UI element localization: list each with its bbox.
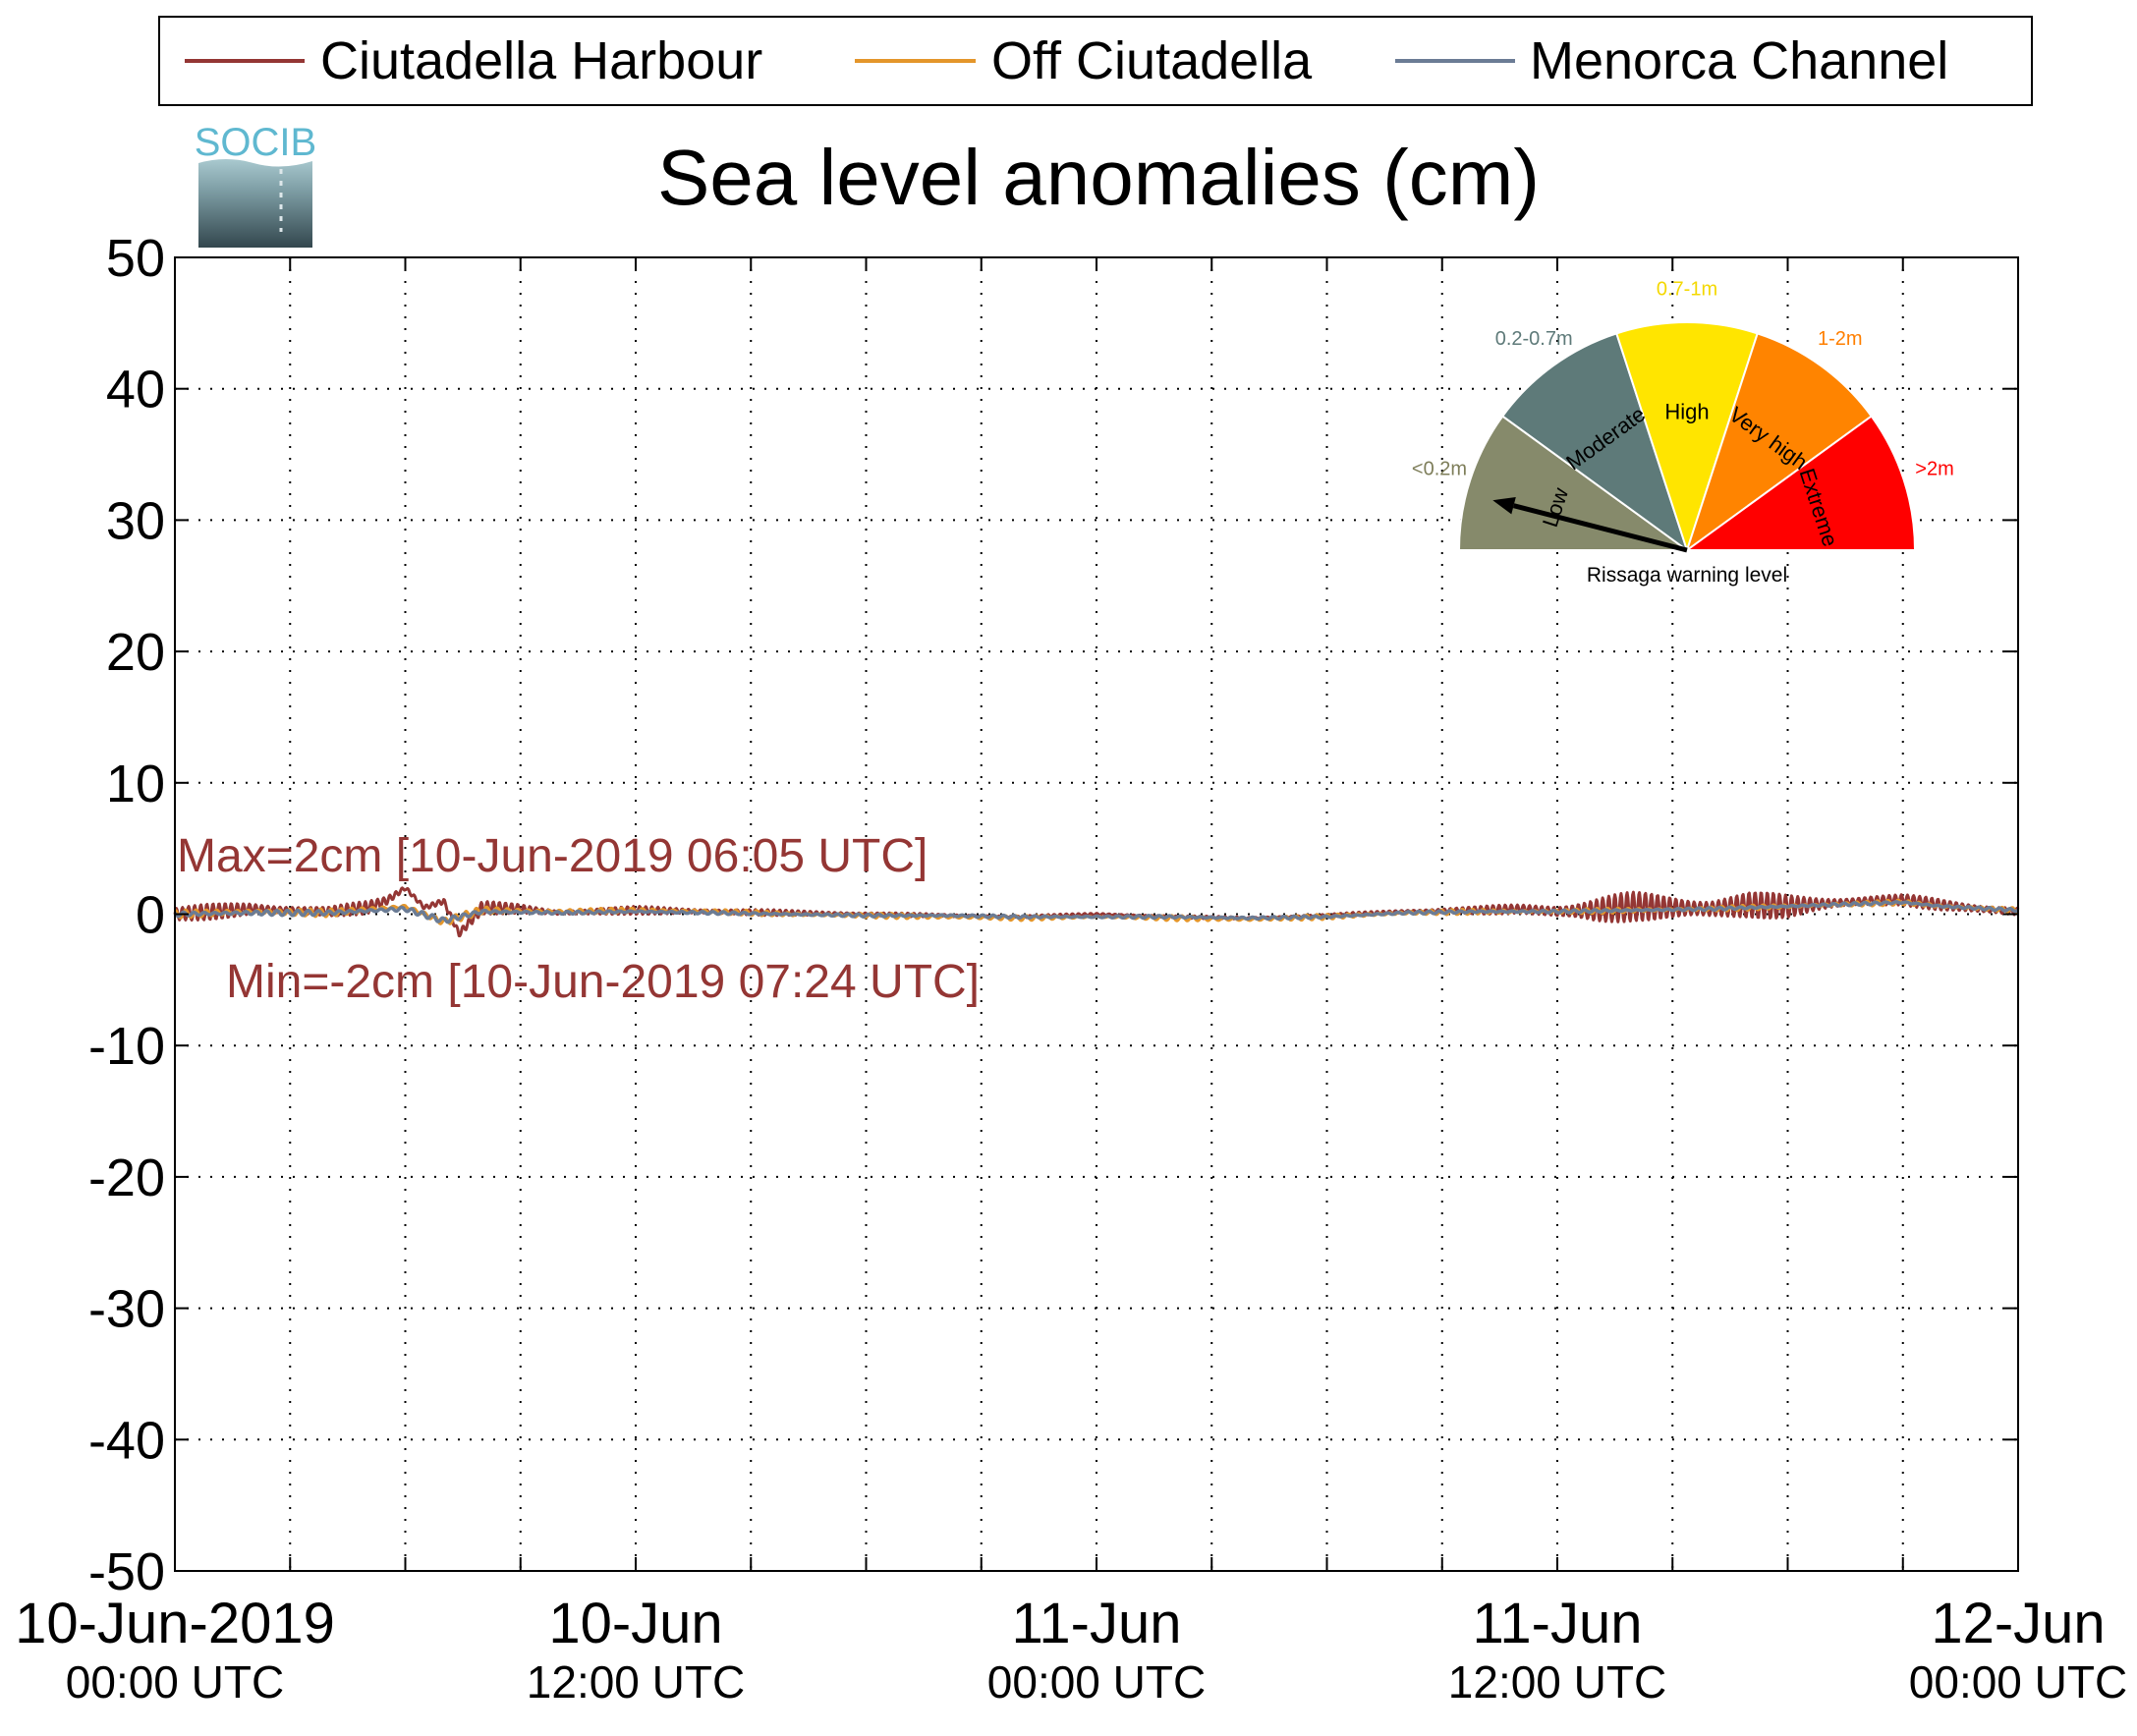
y-tick-labels: -50 -40 -30 -20 -10 0 10 20 30 40 50 bbox=[88, 229, 165, 1601]
gauge-segments bbox=[1457, 321, 1917, 554]
x-tick-label-date: 10-Jun-2019 bbox=[15, 1592, 335, 1655]
x-tick-label-time: 00:00 UTC bbox=[1909, 1656, 2127, 1708]
x-tick-label-time: 12:00 UTC bbox=[527, 1656, 745, 1708]
gauge-segment-low bbox=[1457, 415, 1691, 551]
gauge-range-extreme: >2m bbox=[1915, 458, 1953, 479]
gauge-needle-arrowhead bbox=[1492, 497, 1516, 515]
x-tick-label-date: 10-Jun bbox=[548, 1592, 722, 1655]
gauge-range-labels: <0.2m 0.2-0.7m 0.7-1m 1-2m >2m bbox=[1412, 278, 1954, 479]
y-tick-label: 30 bbox=[106, 491, 165, 550]
x-tick-label-date: 11-Jun bbox=[1011, 1592, 1181, 1655]
y-tick-label: 20 bbox=[106, 623, 165, 682]
y-tick-label: 50 bbox=[106, 229, 165, 288]
min-annotation: Min=-2cm [10-Jun-2019 07:24 UTC] bbox=[226, 956, 980, 1008]
logo-wave-block bbox=[198, 159, 312, 248]
gauge-range-moderate: 0.2-0.7m bbox=[1495, 328, 1573, 350]
legend-label-off-ciutadella: Off Ciutadella bbox=[991, 31, 1313, 90]
y-tick-label: 40 bbox=[106, 361, 165, 420]
y-tick-label: -40 bbox=[88, 1411, 165, 1470]
gauge-range-low: <0.2m bbox=[1412, 458, 1467, 479]
x-tick-label-time: 12:00 UTC bbox=[1448, 1656, 1666, 1708]
legend-label-ciutadella-harbour: Ciutadella Harbour bbox=[320, 31, 762, 90]
legend: Ciutadella Harbour Off Ciutadella Menorc… bbox=[158, 16, 2033, 106]
x-tick-label-time: 00:00 UTC bbox=[66, 1656, 284, 1708]
x-tick-label-date: 11-Jun bbox=[1472, 1592, 1642, 1655]
gauge-needle bbox=[1512, 503, 1688, 553]
gauge-range-high: 0.7-1m bbox=[1657, 278, 1717, 300]
gauge-segment-extreme bbox=[1683, 415, 1917, 551]
gauge-level-high: High bbox=[1664, 400, 1709, 424]
x-tick-label-time: 00:00 UTC bbox=[987, 1656, 1206, 1708]
series-line-menorca-channel bbox=[173, 900, 2019, 924]
y-tick-label: -50 bbox=[88, 1542, 165, 1601]
axis-ticks bbox=[174, 256, 2019, 1572]
gauge-range-very-high: 1-2m bbox=[1818, 328, 1863, 350]
chart-title: Sea level anomalies (cm) bbox=[657, 134, 1540, 221]
gauge-title: Rissaga warning level bbox=[1587, 564, 1787, 587]
max-annotation: Max=2cm [10-Jun-2019 06:05 UTC] bbox=[177, 830, 928, 882]
y-tick-label: 0 bbox=[136, 886, 165, 945]
socib-logo: SOCIB bbox=[195, 121, 316, 248]
y-tick-label: -20 bbox=[88, 1148, 165, 1207]
legend-label-menorca-channel: Menorca Channel bbox=[1530, 31, 1948, 90]
series-group bbox=[173, 886, 2020, 938]
x-tick-label-date: 12-Jun bbox=[1931, 1592, 2105, 1655]
gauge-segment-moderate bbox=[1500, 332, 1689, 553]
y-tick-label: -30 bbox=[88, 1280, 165, 1339]
legend-frame bbox=[158, 16, 2033, 106]
gauge-segment-high bbox=[1615, 321, 1759, 554]
gauge-segment-very-high bbox=[1685, 332, 1874, 553]
y-tick-label: -10 bbox=[88, 1017, 165, 1076]
logo-text: SOCIB bbox=[195, 121, 316, 164]
y-tick-label: 10 bbox=[106, 755, 165, 813]
